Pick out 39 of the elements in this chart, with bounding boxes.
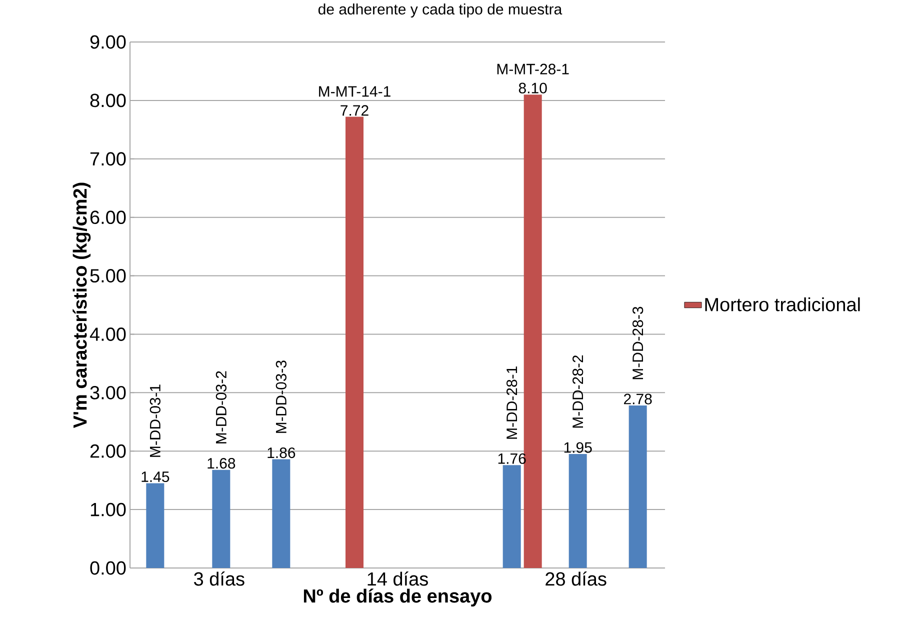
bar <box>146 483 164 568</box>
data-label: 8.10 <box>518 82 547 94</box>
y-tick-label: 9.00 <box>90 35 126 49</box>
annotation: M-MT-14-1 <box>319 86 390 97</box>
y-tick-label: 6.00 <box>90 210 126 224</box>
annotation: M-MT-28-1 <box>497 64 569 74</box>
y-tick-label: 7.00 <box>90 152 126 166</box>
y-tick-label: 2.00 <box>90 444 126 458</box>
annotation: M-DD-28-2 <box>572 355 584 428</box>
x-tick-label: 3 días <box>194 572 244 586</box>
bar <box>346 116 364 568</box>
y-tick-label: 8.00 <box>90 94 126 108</box>
x-tick-label: 28 días <box>546 572 606 586</box>
bar <box>628 406 647 568</box>
data-label: 1.68 <box>208 458 236 469</box>
annotation: M-DD-03-3 <box>276 360 286 433</box>
bar <box>272 459 290 568</box>
y-tick-label: 3.00 <box>90 386 126 400</box>
y-tick-label: 4.00 <box>90 327 126 341</box>
data-label: 7.72 <box>340 105 368 116</box>
bar <box>502 465 521 568</box>
annotation: M-DD-03-2 <box>216 371 226 444</box>
data-label: 1.95 <box>564 442 592 453</box>
y-tick-label: 0.00 <box>90 561 126 575</box>
annotation: M-DD-28-3 <box>632 306 644 380</box>
annotation: M-DD-28-1 <box>506 366 518 439</box>
data-label: 1.86 <box>268 447 296 458</box>
x-axis-title: Nº de días de ensayo <box>304 588 492 606</box>
y-axis-title: V'm característico (kg/cm2) <box>72 182 91 428</box>
bar <box>568 454 587 568</box>
y-tick-label: 5.00 <box>90 269 126 283</box>
chart-title: de adherente y cada tipo de muestra <box>318 4 562 18</box>
legend-label: Mortero tradicional <box>705 297 860 312</box>
annotation: M-DD-03-1 <box>150 384 160 457</box>
x-tick-label: 14 días <box>368 572 428 586</box>
data-label: 2.78 <box>624 394 652 404</box>
bar <box>212 470 230 568</box>
data-label: 1.45 <box>142 472 170 482</box>
y-tick-label: 1.00 <box>90 502 126 516</box>
